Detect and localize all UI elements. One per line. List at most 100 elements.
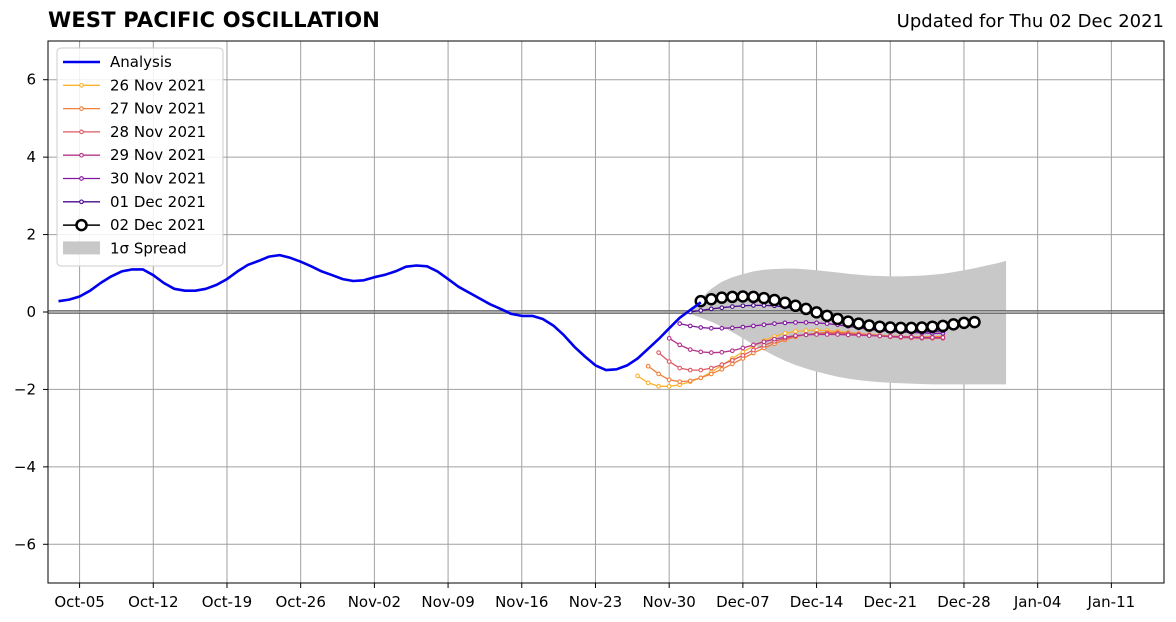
data-point <box>726 290 739 304</box>
data-point <box>645 380 651 386</box>
data-point <box>852 317 865 330</box>
data-point <box>677 321 683 326</box>
data-point <box>698 367 704 373</box>
y-tick-label: 4 <box>26 148 36 166</box>
data-point <box>782 330 788 336</box>
y-tick-label: 2 <box>26 226 36 244</box>
data-point <box>940 335 946 340</box>
axes: Oct-05 Oct-12 Oct-19 Oct-26 Nov-02 Nov-09 Nov-… <box>14 40 1165 611</box>
legend-marker <box>79 152 84 158</box>
data-point <box>736 290 750 303</box>
y-tick-label: 0 <box>26 303 36 321</box>
data-point <box>810 306 823 319</box>
data-point <box>772 336 777 342</box>
data-point <box>887 334 893 339</box>
data-point <box>799 302 813 316</box>
data-point <box>793 329 798 334</box>
data-point <box>761 339 767 345</box>
data-point <box>719 349 725 355</box>
data-point <box>719 305 725 311</box>
data-point <box>705 292 718 306</box>
data-point <box>666 377 672 383</box>
legend: Analysis 26 Nov 2021 27 Nov 2021 28 Nov 202… <box>56 47 224 267</box>
data-point <box>824 321 830 326</box>
legend-marker <box>79 129 84 135</box>
data-point <box>803 332 809 338</box>
x-tick-label: Oct-12 <box>128 593 178 611</box>
data-point <box>894 321 908 335</box>
legend-entry: 27 Nov 2021 <box>63 100 206 118</box>
data-point <box>814 320 819 326</box>
forecast-29-nov-2021 <box>666 332 946 356</box>
data-point <box>677 365 683 371</box>
data-point <box>845 332 851 338</box>
data-point <box>866 333 872 338</box>
x-tick-label: Nov-23 <box>569 593 622 611</box>
data-point <box>835 332 840 337</box>
legend-entry: 02 Dec 2021 <box>63 216 206 234</box>
legend-entry: Analysis <box>63 53 172 71</box>
x-tick-label: Nov-16 <box>495 593 548 611</box>
grid <box>48 41 1164 583</box>
x-tick-label: Jan-11 <box>1087 593 1136 611</box>
legend-box <box>56 47 224 267</box>
data-point <box>666 383 672 389</box>
legend-label: 28 Nov 2021 <box>110 123 206 141</box>
legend-marker <box>75 218 88 232</box>
legend-entry: 30 Nov 2021 <box>63 170 206 188</box>
y-tick-label: −6 <box>14 535 36 553</box>
data-point <box>957 316 971 330</box>
data-point <box>708 371 714 377</box>
data-point <box>698 375 704 381</box>
y-tick-label: 6 <box>26 71 36 89</box>
data-point <box>751 347 756 353</box>
data-point <box>677 379 683 385</box>
x-tick-label: Dec-07 <box>716 593 770 611</box>
x-tick-label: Dec-14 <box>790 593 844 611</box>
legend-label: 29 Nov 2021 <box>110 146 206 164</box>
data-point <box>687 367 693 373</box>
legend-marker <box>79 176 84 181</box>
data-point <box>666 335 672 341</box>
analysis-line <box>58 253 702 372</box>
data-point <box>677 342 683 348</box>
data-point <box>656 371 661 377</box>
legend-entry: 26 Nov 2021 <box>63 76 206 94</box>
data-point <box>968 315 981 329</box>
data-point <box>666 359 672 364</box>
data-point <box>751 323 756 329</box>
data-point <box>635 373 640 379</box>
data-point <box>793 333 798 338</box>
legend-entry: 01 Dec 2021 <box>63 193 206 211</box>
data-point <box>803 320 809 325</box>
data-point <box>820 309 834 323</box>
data-point <box>740 303 746 309</box>
data-point <box>708 325 714 331</box>
data-point <box>719 362 725 368</box>
data-point <box>789 299 802 313</box>
y-tick-label: −4 <box>14 458 36 476</box>
data-point <box>793 320 798 325</box>
zero-line <box>48 310 1164 314</box>
data-point <box>729 325 735 331</box>
data-point <box>778 296 792 309</box>
legend-marker <box>79 106 84 111</box>
data-point <box>687 378 693 384</box>
data-point <box>814 332 819 337</box>
x-tick-label: Nov-02 <box>348 593 401 611</box>
data-point <box>926 320 939 333</box>
data-point <box>782 320 788 326</box>
data-point <box>729 358 735 363</box>
data-point <box>757 291 771 305</box>
legend-entry: 1σ Spread <box>63 239 187 257</box>
data-point <box>751 342 756 348</box>
data-point <box>708 306 714 312</box>
data-point <box>831 312 844 326</box>
data-point <box>782 334 788 340</box>
analysis-series <box>58 253 702 372</box>
data-point <box>729 348 735 354</box>
legend-label: 26 Nov 2021 <box>110 76 206 94</box>
legend-label: 02 Dec 2021 <box>110 216 206 234</box>
data-point <box>803 328 809 333</box>
data-point <box>740 345 746 351</box>
